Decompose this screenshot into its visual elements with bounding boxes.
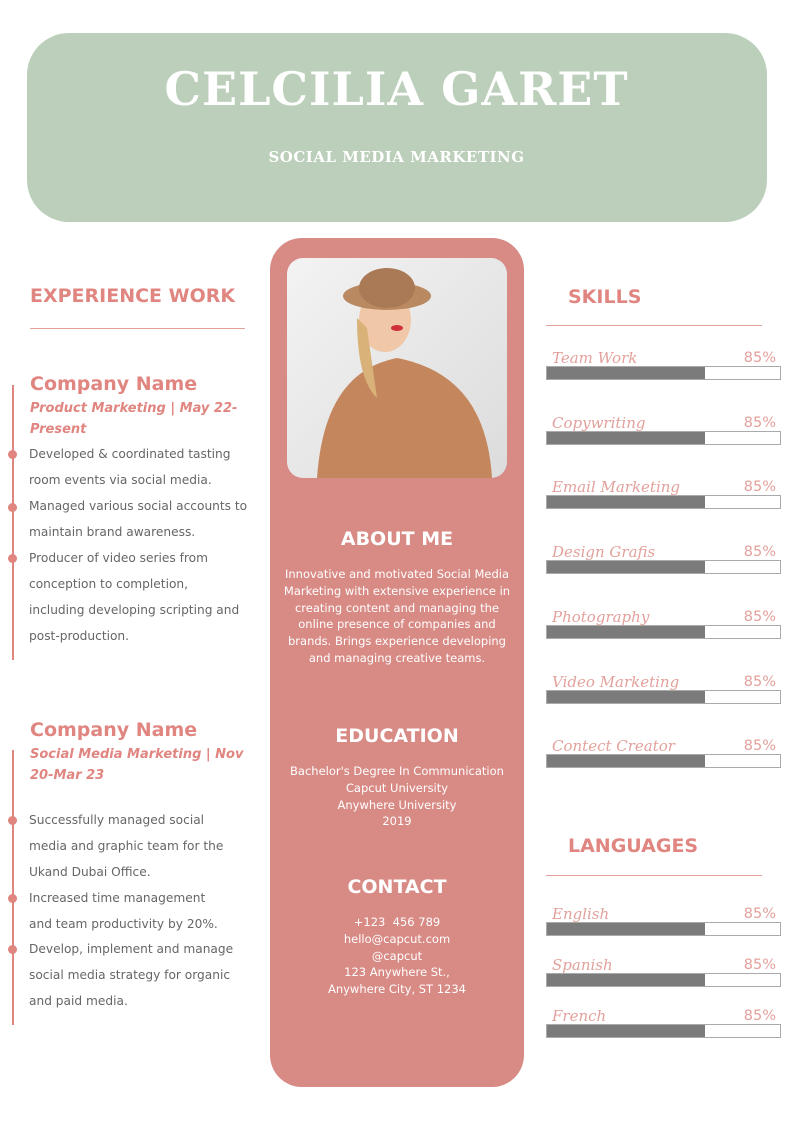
skills-item-percent: 85% xyxy=(743,350,776,366)
languages-progress-bar xyxy=(546,973,781,987)
about-heading: ABOUT ME xyxy=(340,528,454,550)
skills-progress-bar xyxy=(546,754,781,769)
skills-item-percent: 85% xyxy=(743,608,776,625)
skills-progress-bar xyxy=(546,495,781,510)
skills-item-percent: 85% xyxy=(743,738,776,755)
bullet-dot-icon xyxy=(8,816,17,825)
skills-item-percent: 85% xyxy=(743,673,776,690)
skills-progress-bar xyxy=(546,430,781,445)
skills-item-name: Copywriting xyxy=(552,413,646,432)
job-bullet: Producer of video series from conception… xyxy=(29,551,240,643)
header-banner xyxy=(27,33,767,222)
education-school: Anywhere University xyxy=(337,797,457,812)
candidate-name: CELCILIA GARET xyxy=(164,62,629,116)
progress-fill xyxy=(547,974,706,986)
progress-fill xyxy=(547,690,706,703)
languages-progress-bar xyxy=(546,922,781,936)
job-bullet: Successfully managed social media and gr… xyxy=(29,813,224,879)
skills-progress-bar xyxy=(546,366,781,380)
divider xyxy=(546,875,762,876)
job-bullet: Increased time management and team produ… xyxy=(29,891,218,931)
divider xyxy=(30,328,245,329)
languages-item-percent: 85% xyxy=(743,957,776,973)
education-lines: Bachelor's Degree In Communication Capcu… xyxy=(282,763,512,830)
contact-address: 123 Anywhere St., xyxy=(344,965,450,980)
languages-progress-bar xyxy=(546,1024,781,1038)
contact-address: Anywhere City, ST 1234 xyxy=(327,982,467,997)
progress-fill xyxy=(547,496,706,509)
job-subtitle: Product Marketing | May 22-Present xyxy=(30,401,238,437)
skills-progress-bar xyxy=(546,689,781,704)
about-text: Innovative and motivated Social Media Ma… xyxy=(283,567,511,665)
languages-item-percent: 85% xyxy=(743,906,776,922)
skills-item-percent: 85% xyxy=(743,414,776,431)
bullet-dot-icon xyxy=(8,450,17,459)
bullet-dot-icon xyxy=(8,945,17,954)
languages-item-name: French xyxy=(552,1007,607,1025)
bullet-dot-icon xyxy=(8,503,17,512)
education-year: 2019 xyxy=(382,814,412,829)
progress-fill xyxy=(547,923,706,935)
progress-fill xyxy=(547,561,706,574)
progress-fill xyxy=(547,1025,706,1037)
progress-fill xyxy=(547,367,706,379)
bullet-dot-icon xyxy=(8,554,17,563)
profile-photo xyxy=(287,258,507,478)
skills-heading: SKILLS xyxy=(568,286,642,308)
skills-progress-bar xyxy=(546,560,781,575)
job-bullet: Develop, implement and manage social med… xyxy=(29,942,234,1008)
skills-item-name: Email Marketing xyxy=(552,478,681,497)
candidate-role: SOCIAL MEDIA MARKETING xyxy=(268,148,525,166)
timeline-line xyxy=(12,750,14,1025)
contact-heading: CONTACT xyxy=(347,876,447,898)
progress-fill xyxy=(547,431,706,444)
company-name: Company Name xyxy=(30,719,198,741)
skills-item-percent: 85% xyxy=(743,479,776,496)
progress-fill xyxy=(547,755,706,768)
skills-item-percent: 85% xyxy=(743,544,776,561)
skills-item-name: Team Work xyxy=(552,349,638,367)
languages-item-name: English xyxy=(552,905,610,923)
education-school: Capcut University xyxy=(345,780,449,795)
bullet-dot-icon xyxy=(8,894,17,903)
education-heading: EDUCATION xyxy=(335,725,459,747)
skills-progress-bar xyxy=(546,624,781,639)
job-bullet: Managed various social accounts to maint… xyxy=(29,499,248,539)
languages-heading: LANGUAGES xyxy=(568,835,699,857)
job-bullet: Developed & coordinated tasting room eve… xyxy=(29,447,231,487)
education-degree: Bachelor's Degree In Communication xyxy=(290,764,504,778)
languages-item-name: Spanish xyxy=(552,956,613,974)
timeline-line xyxy=(12,385,14,660)
skills-item-name: Photography xyxy=(552,607,650,626)
contact-phone: +123 456 789 xyxy=(353,915,441,929)
skills-item-name: Design Grafis xyxy=(552,543,656,562)
progress-fill xyxy=(547,625,706,638)
divider xyxy=(546,325,762,326)
company-name: Company Name xyxy=(30,373,198,395)
skills-item-name: Contect Creator xyxy=(552,737,675,756)
contact-handle: @capcut xyxy=(371,948,423,963)
experience-heading: EXPERIENCE WORK xyxy=(30,285,236,307)
contact-email: hello@capcut.com xyxy=(343,931,451,946)
languages-item-percent: 85% xyxy=(743,1008,776,1024)
job-subtitle: Social Media Marketing | Nov 20-Mar 23 xyxy=(30,747,244,783)
contact-lines: +123 456 789 hello@capcut.com @capcut 12… xyxy=(282,914,512,998)
skills-item-name: Video Marketing xyxy=(552,672,680,691)
